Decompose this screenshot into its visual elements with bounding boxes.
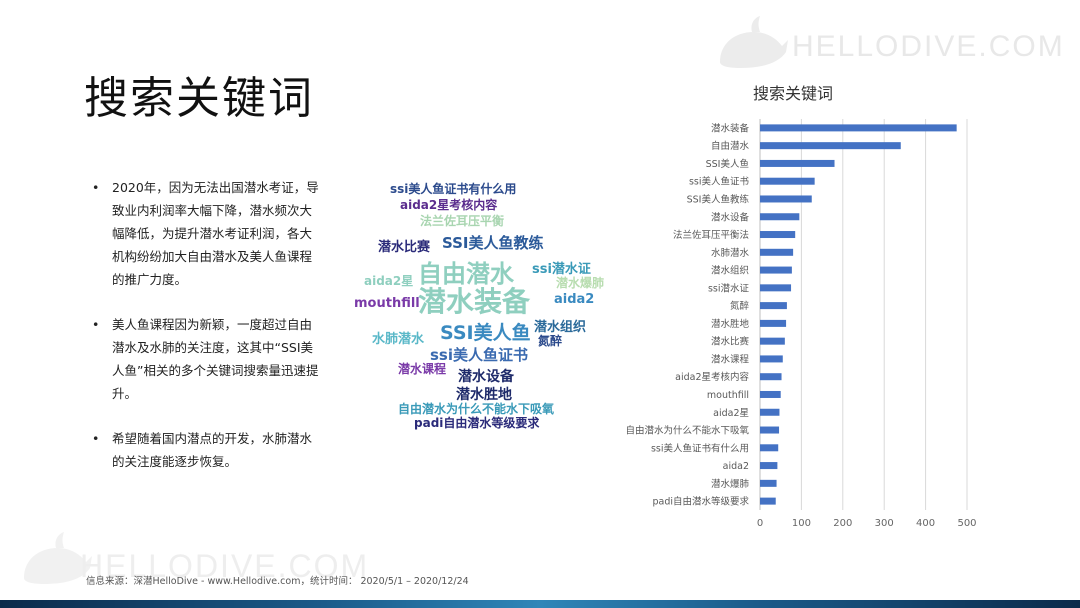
x-tick-label: 100 xyxy=(792,518,811,529)
bar xyxy=(760,302,787,310)
x-tick-label: 200 xyxy=(833,518,852,529)
word-cloud-term: padi自由潜水等级要求 xyxy=(414,416,540,430)
word-cloud-term: 潜水组织 xyxy=(534,320,587,335)
y-category-label: padi自由潜水等级要求 xyxy=(652,496,749,508)
x-tick-label: 500 xyxy=(957,518,976,529)
word-cloud: ssi美人鱼证书有什么用 aida2星考核内容法兰佐耳压平衡潜水比赛 SSI美人鱼教… xyxy=(350,176,640,436)
watermark-brand-bottom: HELLODIVE.COM xyxy=(80,548,370,584)
word-cloud-term: 潜水胜地 xyxy=(456,387,512,403)
y-category-label: 自由潜水为什么不能水下吸氧 xyxy=(625,425,749,437)
y-category-label: mouthfill xyxy=(707,390,749,401)
bar xyxy=(760,426,780,434)
word-cloud-term: 潜水爆肺 xyxy=(556,276,605,290)
y-category-label: 水肺潜水 xyxy=(711,247,750,259)
y-category-label: 氮醉 xyxy=(730,300,750,312)
bar xyxy=(760,195,812,203)
bar xyxy=(760,355,783,363)
bullet-item: 希望随着国内潜点的开发，水肺潜水的关注度能逐步恢复。 xyxy=(92,427,324,473)
whale-logo-icon xyxy=(720,16,788,68)
x-tick-label: 400 xyxy=(916,518,935,529)
word-cloud-term: mouthfill xyxy=(354,296,420,311)
bar xyxy=(760,266,792,274)
y-category-label: 潜水装备 xyxy=(711,122,750,134)
bar xyxy=(760,248,794,256)
bar xyxy=(760,408,780,416)
y-category-label: 潜水设备 xyxy=(711,211,750,223)
bar xyxy=(760,159,835,167)
word-cloud-term: aida2 xyxy=(554,292,595,307)
y-category-label: 潜水爆肺 xyxy=(711,478,750,490)
bullet-list: 2020年，因为无法出国潜水考证，导致业内利润率大幅下降，潜水频次大幅降低，为提… xyxy=(92,176,324,495)
bar xyxy=(760,284,792,292)
word-cloud-term: SSI美人鱼 xyxy=(440,322,531,344)
page-title: 搜索关键词 xyxy=(84,73,314,124)
word-cloud-term: aida2星 xyxy=(364,274,414,288)
word-cloud-term: ssi美人鱼证书 xyxy=(430,346,528,364)
word-cloud-term: aida2星考核内容 xyxy=(400,198,498,212)
bar xyxy=(760,462,778,470)
y-category-label: aida2星考核内容 xyxy=(675,371,749,383)
bar xyxy=(760,231,796,239)
bar xyxy=(760,444,779,452)
word-cloud-term: ssi潜水证 xyxy=(532,262,591,277)
y-category-label: SSI美人鱼教练 xyxy=(687,193,750,205)
bar xyxy=(760,177,815,185)
y-category-label: aida2 xyxy=(723,461,749,472)
y-category-label: ssi潜水证 xyxy=(708,282,750,294)
y-category-label: aida2星 xyxy=(713,408,749,419)
bar xyxy=(760,390,781,398)
bar xyxy=(760,337,785,345)
source-footer: 信息来源：深潜HelloDive - www.Hellodive.com，统计时… xyxy=(86,576,469,587)
y-category-label: 自由潜水 xyxy=(711,140,750,152)
word-cloud-term: 自由潜水 xyxy=(418,260,514,288)
word-cloud-term: 自由潜水为什么不能水下吸氧 xyxy=(398,402,555,416)
x-tick-label: 0 xyxy=(757,518,763,529)
bottom-decor-band xyxy=(0,600,1080,608)
bar xyxy=(760,142,901,150)
chart-title: 搜索关键词 xyxy=(753,84,833,103)
y-category-label: 潜水比赛 xyxy=(711,336,750,348)
bullet-item: 2020年，因为无法出国潜水考证，导致业内利润率大幅下降，潜水频次大幅降低，为提… xyxy=(92,176,324,291)
bar xyxy=(760,479,777,487)
y-category-label: SSI美人鱼 xyxy=(706,158,749,170)
x-tick-label: 300 xyxy=(875,518,894,529)
word-cloud-term: 潜水课程 xyxy=(398,362,447,376)
y-category-label: 潜水课程 xyxy=(711,353,750,365)
y-category-label: ssi美人鱼证书有什么用 xyxy=(651,442,749,454)
y-category-label: 法兰佐耳压平衡法 xyxy=(673,229,749,241)
watermark-brand-top: HELLODIVE.COM xyxy=(792,30,1065,63)
y-category-label: 潜水胜地 xyxy=(711,318,750,330)
word-cloud-term: 潜水设备 xyxy=(458,369,514,385)
word-cloud-term: 法兰佐耳压平衡 xyxy=(420,214,505,228)
bar xyxy=(760,124,957,132)
word-cloud-term: 氮醉 xyxy=(538,334,563,348)
bar xyxy=(760,319,787,327)
bullet-item: 美人鱼课程因为新颖，一度超过自由潜水及水肺的关注度，这其中“SSI美人鱼”相关的… xyxy=(92,313,324,405)
word-cloud-term: ssi美人鱼证书有什么用 xyxy=(390,182,517,196)
whale-logo-icon xyxy=(24,532,92,584)
bar xyxy=(760,213,800,221)
bar xyxy=(760,497,776,505)
y-category-label: ssi美人鱼证书 xyxy=(689,176,750,188)
word-cloud-term: SSI美人鱼教练 xyxy=(442,234,544,252)
bar xyxy=(760,373,782,381)
y-category-label: 潜水组织 xyxy=(711,265,749,277)
word-cloud-term: 潜水装备 xyxy=(418,285,531,318)
word-cloud-term: 水肺潜水 xyxy=(372,332,425,347)
word-cloud-term: 潜水比赛 xyxy=(378,240,431,255)
